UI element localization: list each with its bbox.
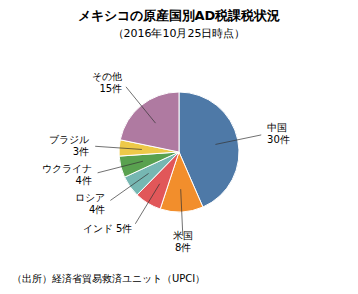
slice-label-line: インド 5件 <box>83 223 133 234</box>
pie <box>119 92 239 212</box>
slice-label-line: 30件 <box>267 134 290 145</box>
slice-label-line: 4件 <box>89 204 105 215</box>
labels: 中国30件米国8件インド 5件ロシア4件ウクライナ4件ブラジル3件その他15件 <box>42 71 290 254</box>
slice-label-line: 3件 <box>73 146 89 157</box>
connector <box>110 173 148 200</box>
connector <box>135 184 159 224</box>
slice-label-line: ウクライナ <box>42 163 92 174</box>
slice-label: インド 5件 <box>83 223 133 234</box>
title: メキシコの原産国別AD税課税状況 <box>78 8 281 23</box>
slice <box>120 92 179 152</box>
slice-label-line: ロシア <box>75 192 105 203</box>
slice-label: ブラジル3件 <box>49 134 89 157</box>
footer: （出所）経済省貿易救済ユニット（UPCI） <box>12 273 205 284</box>
connector <box>215 135 261 145</box>
slice-label-line: 中国 <box>267 122 287 133</box>
slice-label-line: 8件 <box>175 242 191 253</box>
connector <box>98 161 143 173</box>
subtitle: （2016年10月25日時点） <box>113 27 246 40</box>
slice-label: ウクライナ4件 <box>42 163 92 186</box>
slice-label-line: 4件 <box>75 175 91 186</box>
slice-label-line: 15件 <box>99 83 122 94</box>
connector <box>181 189 183 236</box>
chart: メキシコの原産国別AD税課税状況 （2016年10月25日時点） 中国30件米国8件… <box>0 0 358 294</box>
slice-label: 米国8件 <box>173 230 193 253</box>
slice-label-line: ブラジル <box>49 134 89 145</box>
slice-label-line: 米国 <box>173 230 193 241</box>
slice-label-line: その他 <box>92 71 122 82</box>
slice-label: その他15件 <box>92 71 122 94</box>
connector <box>126 87 156 123</box>
slice-label: ロシア4件 <box>75 192 105 215</box>
slice-label: 中国30件 <box>267 122 290 145</box>
connector <box>95 146 142 149</box>
